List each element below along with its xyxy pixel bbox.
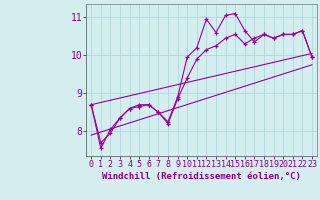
X-axis label: Windchill (Refroidissement éolien,°C): Windchill (Refroidissement éolien,°C) xyxy=(102,172,301,181)
